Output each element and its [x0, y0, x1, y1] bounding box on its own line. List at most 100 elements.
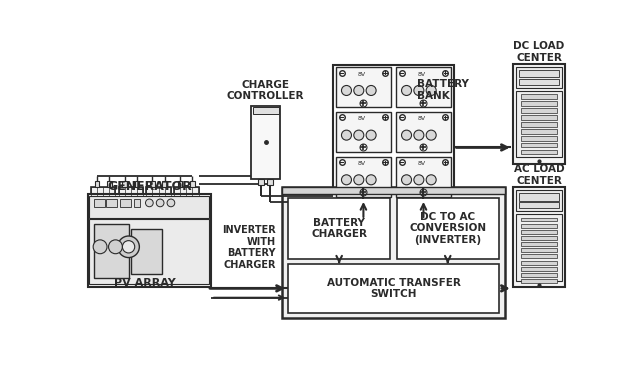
Circle shape	[342, 86, 351, 96]
Circle shape	[366, 86, 376, 96]
Bar	[519, 202, 559, 208]
Bar	[520, 150, 557, 154]
Bar	[520, 273, 557, 277]
Circle shape	[401, 175, 412, 185]
Bar	[288, 197, 390, 259]
Bar	[520, 122, 557, 127]
Circle shape	[366, 130, 376, 140]
Text: AUTOMATIC TRANSFER
SWITCH: AUTOMATIC TRANSFER SWITCH	[326, 277, 460, 299]
Circle shape	[366, 175, 376, 185]
Circle shape	[414, 130, 424, 140]
Text: BATTERY
BANK: BATTERY BANK	[417, 79, 468, 100]
Circle shape	[354, 175, 364, 185]
Circle shape	[342, 175, 351, 185]
Bar	[519, 193, 559, 201]
Bar	[106, 199, 117, 207]
Bar	[95, 181, 99, 187]
Circle shape	[145, 199, 153, 207]
Bar	[396, 112, 451, 152]
Circle shape	[156, 199, 164, 207]
Bar	[396, 68, 451, 107]
Bar	[163, 181, 167, 187]
Bar	[258, 179, 264, 185]
Bar	[520, 224, 557, 228]
Text: DC TO AC
CONVERSION
(INVERTER): DC TO AC CONVERSION (INVERTER)	[409, 212, 486, 245]
Text: AC LOAD
CENTER: AC LOAD CENTER	[514, 164, 564, 186]
Text: PV ARRAY: PV ARRAY	[114, 278, 175, 288]
Bar	[520, 94, 557, 99]
Bar	[333, 65, 454, 199]
Bar	[336, 68, 391, 107]
Bar	[131, 229, 162, 274]
Bar	[520, 255, 557, 258]
Text: 8V: 8V	[418, 72, 426, 77]
Bar	[516, 214, 562, 281]
Bar	[520, 218, 557, 221]
Bar	[520, 129, 557, 134]
Bar	[94, 199, 105, 207]
Bar	[513, 187, 565, 287]
Bar	[253, 107, 279, 114]
Circle shape	[401, 86, 412, 96]
Text: 8V: 8V	[358, 72, 366, 77]
Circle shape	[426, 86, 436, 96]
Bar	[516, 190, 562, 211]
Bar	[107, 181, 111, 187]
Circle shape	[414, 86, 424, 96]
Bar	[134, 199, 140, 207]
Bar	[516, 91, 562, 158]
Bar	[336, 157, 391, 197]
Bar	[520, 115, 557, 120]
Bar	[190, 181, 195, 187]
Circle shape	[354, 130, 364, 140]
Bar	[118, 187, 143, 272]
Bar	[174, 187, 198, 272]
Bar	[519, 79, 559, 85]
Text: 8V: 8V	[358, 161, 366, 166]
Bar	[520, 108, 557, 113]
Bar	[90, 196, 209, 218]
Circle shape	[426, 130, 436, 140]
Bar	[120, 199, 131, 207]
Bar	[520, 267, 557, 270]
Bar	[396, 157, 451, 197]
Bar	[520, 236, 557, 240]
Bar	[520, 279, 557, 283]
Circle shape	[342, 130, 351, 140]
Bar	[282, 187, 505, 194]
Text: 8V: 8V	[418, 161, 426, 166]
Bar	[88, 194, 211, 287]
Bar	[135, 181, 140, 187]
Bar	[336, 112, 391, 152]
Bar	[513, 63, 565, 163]
Text: GENERATOR: GENERATOR	[107, 180, 192, 193]
Bar	[520, 101, 557, 106]
Bar	[520, 230, 557, 234]
Bar	[122, 181, 127, 187]
Bar	[282, 187, 505, 318]
Circle shape	[167, 199, 175, 207]
Bar	[91, 187, 115, 272]
Circle shape	[109, 240, 122, 254]
Bar	[520, 136, 557, 141]
Bar	[251, 106, 280, 179]
Bar	[147, 187, 171, 272]
Circle shape	[354, 86, 364, 96]
Bar	[150, 181, 155, 187]
Circle shape	[118, 236, 140, 258]
Circle shape	[414, 175, 424, 185]
Circle shape	[93, 240, 107, 254]
Text: BATTERY
CHARGER: BATTERY CHARGER	[311, 217, 367, 239]
Bar	[397, 197, 499, 259]
Circle shape	[122, 241, 135, 253]
Bar	[288, 264, 499, 313]
Circle shape	[426, 175, 436, 185]
Bar	[516, 67, 562, 88]
Text: 8V: 8V	[418, 117, 426, 121]
Bar	[520, 143, 557, 148]
Text: DC LOAD
CENTER: DC LOAD CENTER	[513, 41, 564, 63]
Bar	[90, 219, 209, 284]
Text: CHARGE
CONTROLLER: CHARGE CONTROLLER	[227, 80, 305, 101]
Bar	[519, 70, 559, 77]
Bar	[94, 224, 129, 277]
